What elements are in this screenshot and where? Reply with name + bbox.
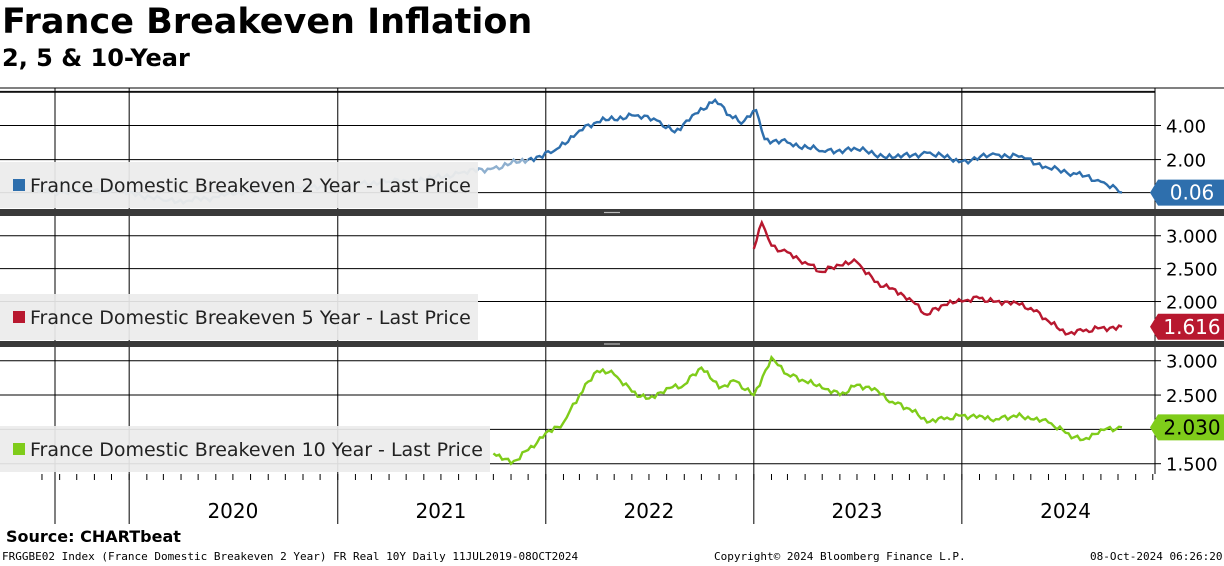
y-tick-label: 1.500 [1166, 455, 1218, 476]
x-year-label: 2024 [1040, 499, 1091, 523]
series-line-5y [752, 219, 1123, 336]
legend-box [0, 162, 478, 208]
legend-swatch [13, 443, 25, 455]
y-tick-label: 4.00 [1166, 116, 1206, 137]
chart-subtitle: 2, 5 & 10-Year [2, 44, 190, 72]
legend-layer: France Domestic Breakeven 2 Year - Last … [0, 162, 490, 472]
series-line-2y [528, 98, 1123, 194]
series-layer [29, 98, 1123, 466]
separator-grip [604, 343, 620, 345]
chart-title: France Breakeven Inflation [2, 2, 533, 42]
x-year-label: 2023 [832, 499, 883, 523]
last-value-tag [1150, 414, 1224, 441]
x-year-label: 2020 [207, 499, 258, 523]
separator-grip [604, 211, 620, 214]
legend-label: France Domestic Breakeven 5 Year - Last … [30, 307, 471, 329]
series-line-10y [492, 354, 1123, 466]
last-value-label: 1.616 [1163, 315, 1220, 339]
y-tick-label: 2.00 [1166, 151, 1206, 172]
timestamp: 08-Oct-2024 06:26:20 [1090, 550, 1223, 563]
source-note: Source: CHARTbeat [6, 527, 181, 546]
last-value-tag [1150, 179, 1224, 206]
y-tick-label: 2.000 [1166, 293, 1218, 314]
last-value-label: 0.06 [1170, 181, 1215, 205]
x-year-label: 2021 [415, 499, 466, 523]
last-value-tag [1150, 313, 1224, 340]
y-tick-label: 2.500 [1166, 386, 1218, 407]
y-tick-label: 3.000 [1166, 352, 1218, 373]
axis-layer: 2.00 4.00 0.06 2.000 2.500 3.000 1.616 1.500 2.0… [41, 88, 1224, 524]
index-info: FRGGBE02 Index (France Domestic Breakeve… [2, 550, 579, 563]
x-year-label: 2022 [623, 499, 674, 523]
legend-swatch [13, 179, 25, 191]
legend-box [0, 426, 490, 472]
grid-layer [0, 87, 1224, 474]
legend-label: France Domestic Breakeven 10 Year - Last… [30, 439, 483, 461]
copyright-note: Copyright© 2024 Bloomberg Finance L.P. [714, 550, 966, 563]
y-tick-label: 3.000 [1166, 227, 1218, 248]
legend-label: France Domestic Breakeven 2 Year - Last … [30, 175, 471, 197]
legend-box [0, 294, 478, 340]
legend-swatch [13, 311, 25, 323]
y-tick-label: 2.500 [1166, 260, 1218, 281]
last-value-label: 2.030 [1163, 415, 1220, 439]
